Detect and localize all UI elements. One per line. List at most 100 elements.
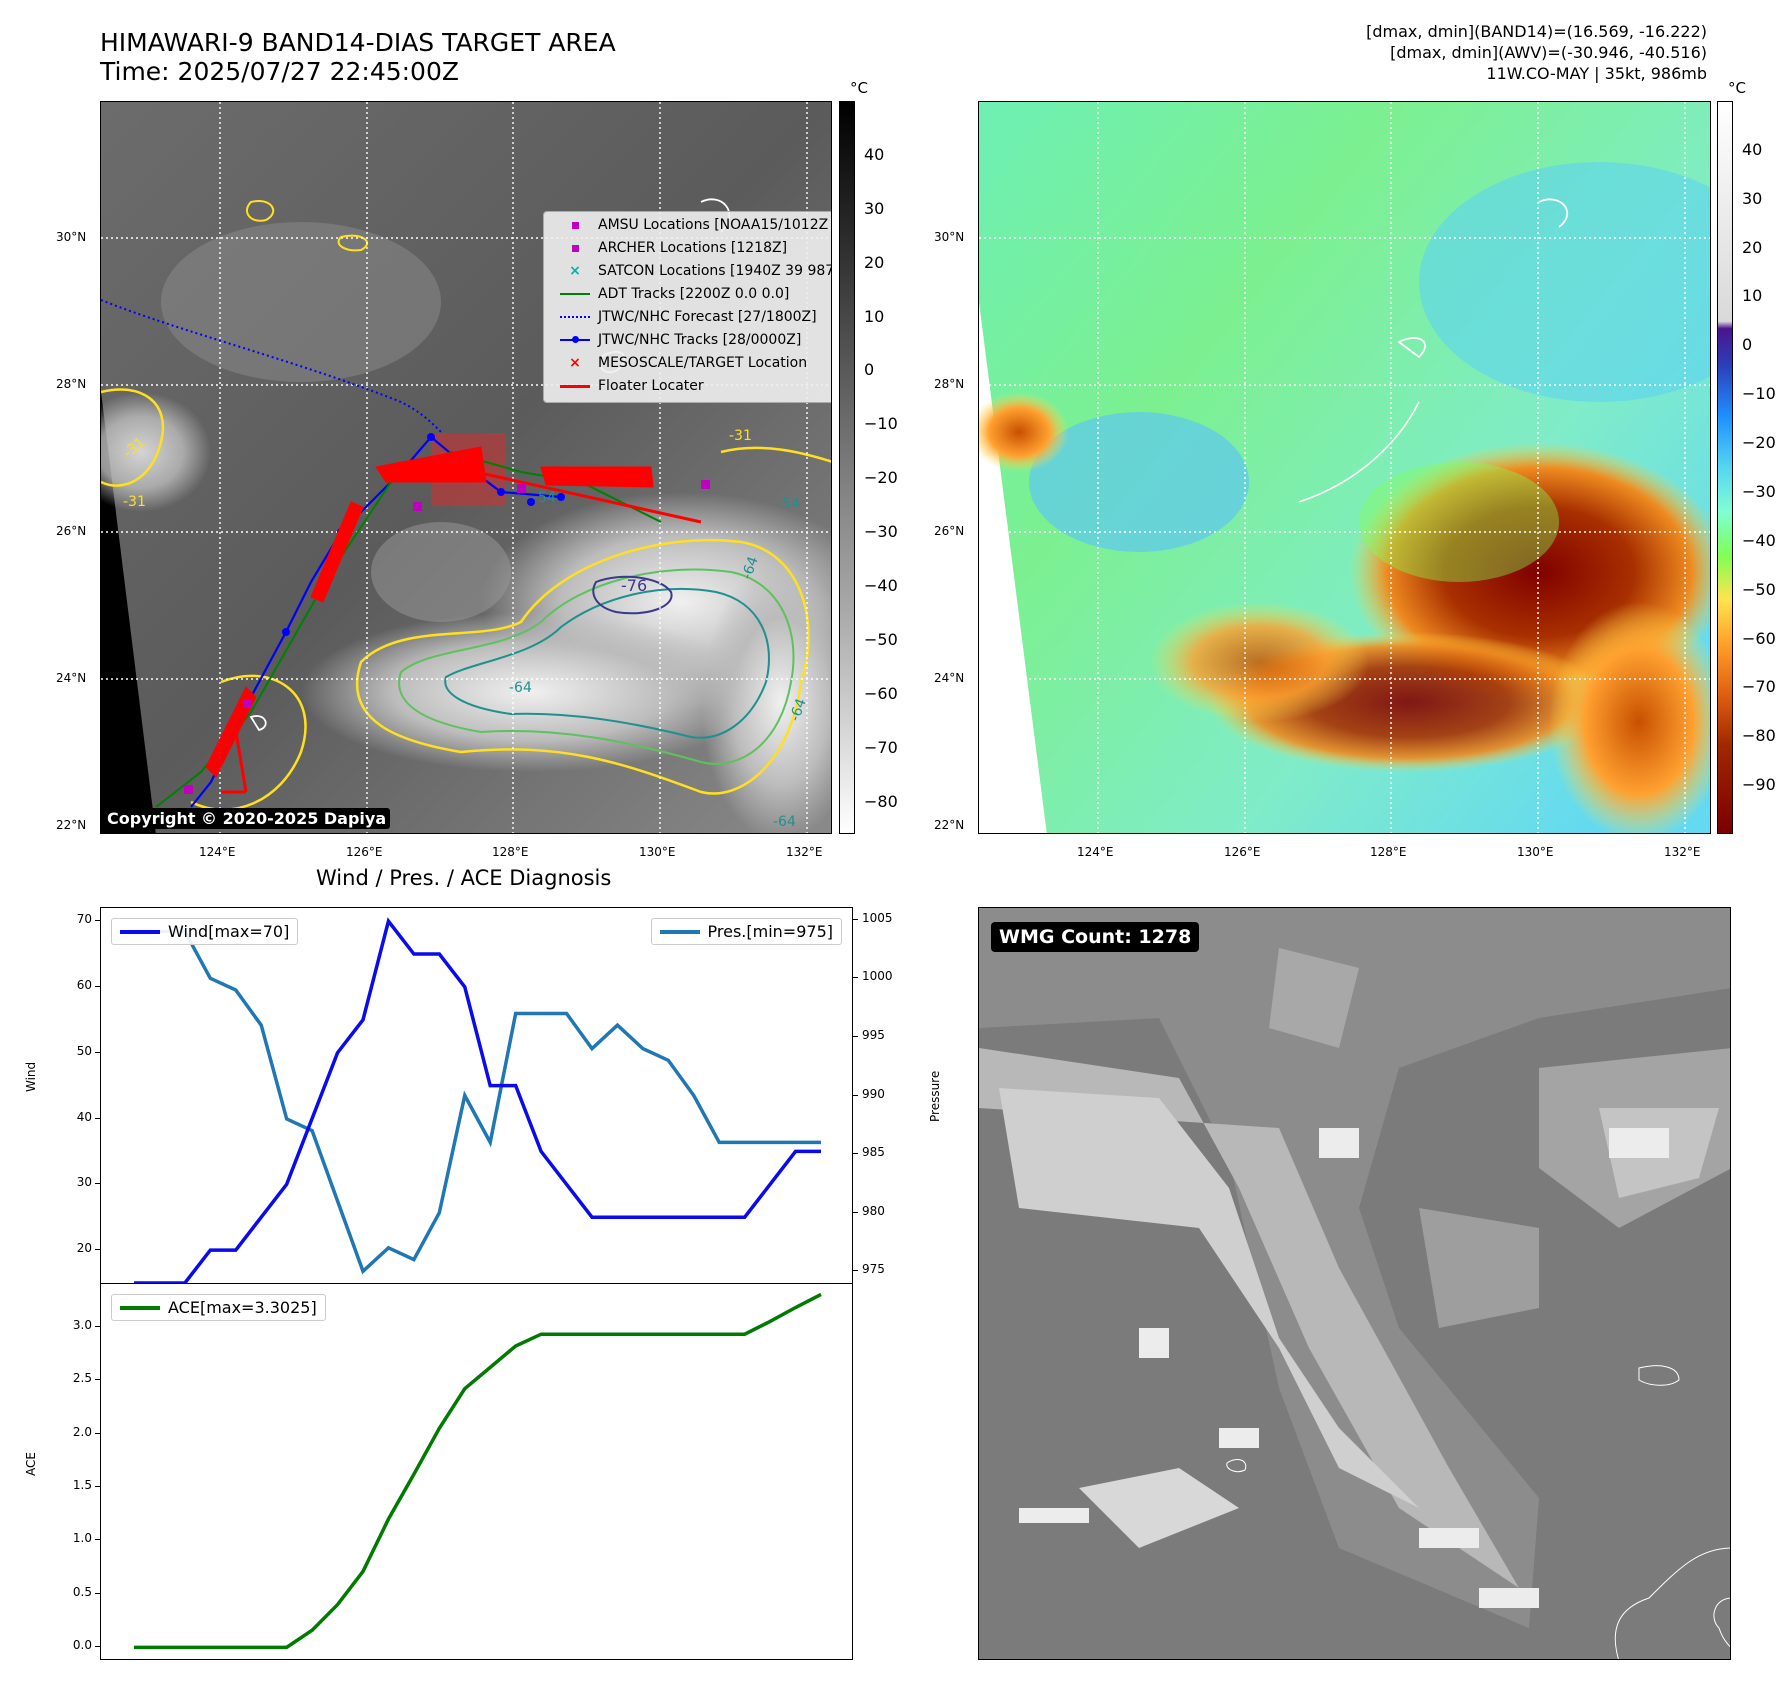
pressure-series-line <box>134 929 821 1275</box>
lon-tick: 132°E <box>1664 845 1701 859</box>
colorbar-tick-label: −50 <box>864 629 898 649</box>
axis-tick-mark <box>853 977 858 979</box>
axis-tick-mark <box>853 918 858 920</box>
lon-tick: 128°E <box>492 845 529 859</box>
colorbar-tick-label: −40 <box>1742 530 1776 550</box>
legend-item-mesoscale: × MESOSCALE/TARGET Location <box>558 352 807 374</box>
lon-tick: 128°E <box>1370 845 1407 859</box>
axis-tick-mark <box>95 1486 100 1488</box>
axis-tick-mark <box>853 1094 858 1096</box>
colorbar-tick-label: 40 <box>864 144 885 164</box>
colorbar-tick-label: −90 <box>1742 775 1776 795</box>
axis-tick-label: 70 <box>76 912 92 927</box>
stats-band14: [dmax, dmin](BAND14)=(16.569, -16.222) <box>1366 22 1707 41</box>
ir-grayscale-map: -31 -31 -31 -54 -76 -64 -64 -54 -64 -64 … <box>100 101 832 834</box>
lon-tick: 124°E <box>1077 845 1114 859</box>
axis-tick-label: 1005 <box>862 910 893 925</box>
axis-tick-mark <box>95 1183 100 1185</box>
ir-enhanced-map <box>978 101 1711 834</box>
axis-tick-label: 975 <box>862 1262 885 1277</box>
square-marker-icon <box>558 217 592 233</box>
colorbar-tick-label: 30 <box>864 198 885 218</box>
axis-tick-mark <box>853 1035 858 1037</box>
ace-axes: ACE[max=3.3025] <box>100 1283 853 1660</box>
colorbar-tick-label: −10 <box>1742 384 1776 404</box>
pressure-ylabel: Pressure <box>928 1070 942 1122</box>
wmg-count-badge: WMG Count: 1278 <box>991 922 1200 952</box>
axis-tick-mark <box>95 1539 100 1541</box>
axis-tick-mark <box>853 1153 858 1155</box>
axis-tick-label: 60 <box>76 977 92 992</box>
contour-label: -76 <box>621 576 648 595</box>
axis-tick-mark <box>95 1432 100 1434</box>
lon-tick: 126°E <box>346 845 383 859</box>
contour-label: -31 <box>729 428 752 444</box>
square-marker-icon <box>558 240 592 256</box>
lat-tick: 30°N <box>934 230 965 244</box>
axis-tick-mark <box>853 1211 858 1213</box>
legend-item-floater: Floater Locater <box>558 375 704 397</box>
contour-label: -54 <box>533 490 556 506</box>
diagnosis-title: Wind / Pres. / ACE Diagnosis <box>316 866 612 890</box>
colorbar-tick-label: −30 <box>864 522 898 542</box>
axis-tick-label: 50 <box>76 1043 92 1058</box>
lon-tick: 130°E <box>639 845 676 859</box>
legend-item-tracks: JTWC/NHC Tracks [28/0000Z] <box>558 329 801 351</box>
axis-tick-mark <box>95 985 100 987</box>
colorbar-tick-label: 40 <box>1742 139 1763 159</box>
wind-legend: Wind[max=70] <box>111 918 299 945</box>
axis-tick-label: 2.5 <box>72 1371 92 1386</box>
wmg-panel: WMG Count: 1278 <box>978 907 1731 1660</box>
axis-tick-label: 40 <box>76 1109 92 1124</box>
legend-item-amsu: AMSU Locations [NOAA15/1012Z 43 985] <box>558 214 831 236</box>
ace-line-icon <box>120 1305 160 1310</box>
colorbar-tick-label: −70 <box>864 737 898 757</box>
pressure-legend: Pres.[min=975] <box>650 918 842 945</box>
ace-legend: ACE[max=3.3025] <box>111 1294 326 1321</box>
colorbar-tick-label: 0 <box>864 360 875 380</box>
lat-tick: 24°N <box>56 671 87 685</box>
lat-tick: 28°N <box>56 377 87 391</box>
lon-tick: 126°E <box>1224 845 1261 859</box>
colorbar-right <box>1717 101 1733 834</box>
axis-tick-mark <box>95 1249 100 1251</box>
enhanced-map-graphic <box>979 102 1710 833</box>
colorbar-tick-label: −70 <box>1742 677 1776 697</box>
axis-tick-mark <box>95 1646 100 1648</box>
stats-storm: 11W.CO-MAY | 35kt, 986mb <box>1486 64 1707 83</box>
line-icon <box>558 286 592 302</box>
contour-label: -54 <box>777 496 800 512</box>
ace-ylabel: ACE <box>24 1452 38 1476</box>
axis-tick-label: 980 <box>862 1203 885 1218</box>
colorbar-tick-label: 10 <box>1742 286 1763 306</box>
diagnosis-chart: Wind[max=70] Pres.[min=975] ACE[max=3.30… <box>100 907 853 1660</box>
colorbar-tick-label: −20 <box>1742 433 1776 453</box>
axis-tick-label: 1000 <box>862 969 893 984</box>
axis-tick-mark <box>95 1379 100 1381</box>
colorbar-unit: °C <box>850 79 868 97</box>
colorbar-unit: °C <box>1728 79 1746 97</box>
axis-tick-label: 1.0 <box>72 1531 92 1546</box>
colorbar-tick-label: −40 <box>864 576 898 596</box>
axis-tick-label: 30 <box>76 1175 92 1190</box>
colorbar-tick-label: −80 <box>1742 726 1776 746</box>
lat-tick: 26°N <box>56 524 87 538</box>
ace-plot <box>134 1292 822 1650</box>
colorbar-tick-label: 20 <box>864 252 885 272</box>
pressure-line-icon <box>659 929 700 934</box>
lon-tick: 130°E <box>1517 845 1554 859</box>
lat-tick: 28°N <box>934 377 965 391</box>
axis-tick-mark <box>853 1270 858 1272</box>
lat-tick: 22°N <box>56 818 87 832</box>
figure-title: HIMAWARI-9 BAND14-DIAS TARGET AREA <box>100 28 616 57</box>
colorbar-tick-label: 20 <box>1742 237 1763 257</box>
legend-item-satcon: × SATCON Locations [1940Z 39 987] <box>558 260 831 282</box>
legend-item-forecast: JTWC/NHC Forecast [27/1800Z] <box>558 306 817 328</box>
axis-tick-label: 3.0 <box>72 1317 92 1332</box>
stats-awv: [dmax, dmin](AWV)=(-30.946, -40.516) <box>1390 43 1707 62</box>
axis-tick-label: 2.0 <box>72 1424 92 1439</box>
colorbar-tick-label: 0 <box>1742 335 1753 355</box>
lat-tick: 24°N <box>934 671 965 685</box>
wind-series-line <box>134 917 821 1283</box>
axis-tick-mark <box>95 1592 100 1594</box>
